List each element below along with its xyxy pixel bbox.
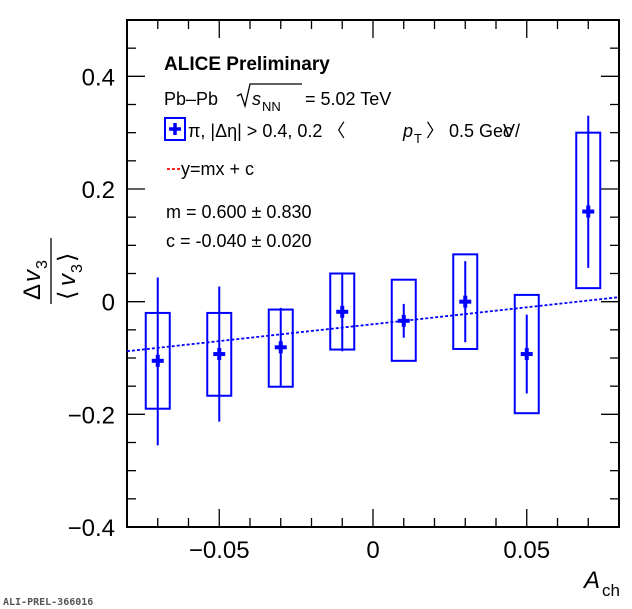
y-tick-label: 0 — [102, 290, 115, 317]
data-point — [513, 293, 540, 415]
fit-line — [126, 296, 620, 353]
legend-species: π, |Δη| > 0.4, 0.2 〈 — [188, 121, 345, 141]
data-points — [144, 115, 602, 446]
legend-entry-pi: π, |Δη| > 0.4, 0.2 〈 p T 〉 0.5 GeV/ c — [164, 117, 520, 146]
systematic-box — [390, 278, 417, 362]
legend-entry-fit: y=mx + c — [167, 159, 254, 179]
systematic-box — [513, 293, 540, 415]
y-title-sub: 3 — [34, 260, 51, 269]
y-axis-title: Δ v 3 ⟨ v 3 ⟩ — [19, 238, 86, 304]
x-tick-label: 0 — [366, 537, 379, 564]
legend-fit-label: y=mx + c — [181, 159, 254, 179]
y-title-v: v — [19, 268, 46, 282]
y-tick-label: 0.4 — [82, 64, 115, 91]
legend-pt-range: 〉 0.5 GeV/ — [426, 121, 520, 141]
data-point — [452, 253, 479, 350]
data-point — [575, 115, 602, 290]
y-tick-label: −0.2 — [68, 402, 115, 429]
sqrt-symbol — [236, 83, 302, 109]
energy-label: Pb–Pb s NN = 5.02 TeV — [164, 83, 391, 114]
legend-marker-box — [164, 117, 186, 141]
y-title-langle: ⟨ — [54, 291, 81, 300]
chart-title: ALICE Preliminary — [164, 54, 330, 75]
axis-ticks — [126, 19, 620, 528]
y-title-delta: Δ — [19, 284, 46, 300]
energy-subscript: NN — [262, 99, 281, 114]
legend-pt-subscript: T — [414, 131, 422, 146]
y-tick-label: 0.2 — [82, 177, 115, 204]
x-tick-label: 0.05 — [503, 537, 550, 564]
data-point — [390, 278, 417, 362]
legend-pt-unit: c — [503, 121, 512, 141]
energy-symbol: s — [252, 89, 261, 109]
fit-line-group — [126, 296, 620, 353]
y-title-rangle: ⟩ — [54, 253, 81, 262]
x-tick-label: −0.05 — [189, 537, 250, 564]
y-title-den-v: v — [54, 272, 81, 286]
axis-tick-labels: −0.4 −0.2 0 0.2 0.4 −0.05 0 0.05 — [68, 64, 551, 564]
legend-pt-symbol: p — [402, 121, 413, 141]
data-point — [206, 286, 233, 422]
collision-label: Pb–Pb — [164, 89, 218, 109]
energy-value: = 5.02 TeV — [305, 89, 391, 109]
data-point — [144, 277, 171, 446]
y-tick-label: −0.4 — [68, 515, 115, 542]
systematic-box — [452, 253, 479, 350]
y-title-den-sub: 3 — [69, 264, 86, 273]
data-point — [329, 272, 356, 352]
x-axis-title: A ch — [582, 567, 620, 600]
x-title-sub: ch — [602, 581, 620, 600]
data-point — [267, 307, 294, 388]
watermark: ALI-PREL-366016 — [3, 597, 93, 608]
fit-intercept-text: c = -0.040 ± 0.020 — [166, 231, 311, 251]
fit-slope-text: m = 0.600 ± 0.830 — [166, 202, 311, 222]
legend-marker-cross — [169, 123, 181, 135]
x-title-main: A — [582, 567, 600, 594]
